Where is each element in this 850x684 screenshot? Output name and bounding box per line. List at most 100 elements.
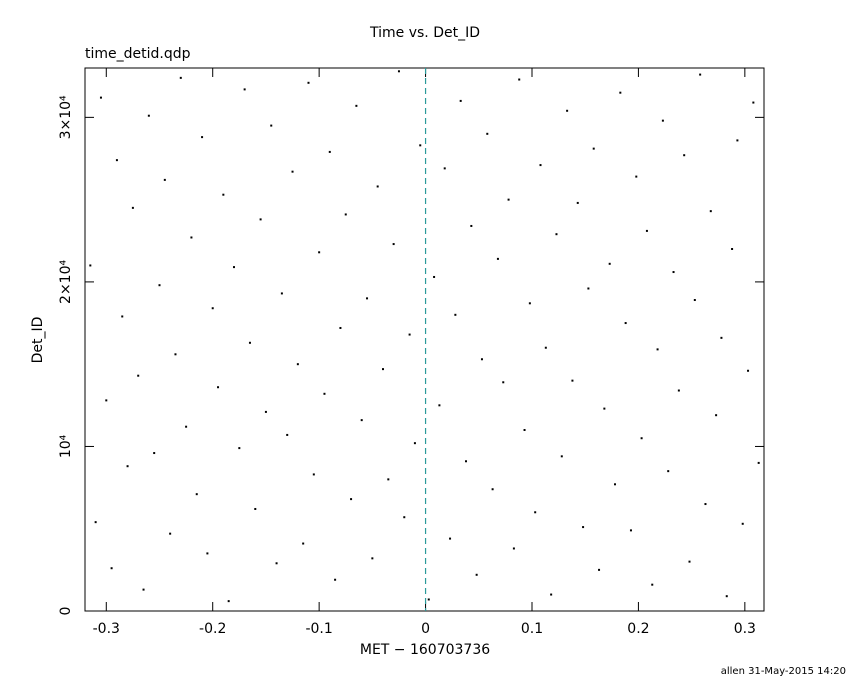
- point: [752, 101, 755, 104]
- point: [121, 315, 124, 318]
- point: [629, 529, 632, 532]
- point: [190, 236, 193, 239]
- plot-frame: [84, 67, 765, 612]
- x-tick-label: 0: [421, 621, 430, 637]
- point: [645, 229, 648, 232]
- point: [179, 76, 182, 79]
- point: [392, 243, 395, 246]
- point: [576, 201, 579, 204]
- point: [334, 578, 337, 581]
- point: [206, 552, 209, 555]
- point: [94, 521, 97, 524]
- point: [603, 407, 606, 410]
- point: [211, 307, 214, 310]
- point: [381, 368, 384, 371]
- point: [465, 460, 468, 463]
- point: [741, 522, 744, 525]
- point: [360, 419, 363, 422]
- point: [339, 326, 342, 329]
- point: [397, 70, 400, 73]
- point: [587, 287, 590, 290]
- point: [254, 507, 257, 510]
- point: [195, 493, 198, 496]
- point: [296, 363, 299, 366]
- point: [571, 379, 574, 382]
- point: [624, 322, 627, 325]
- point: [318, 251, 321, 254]
- point: [222, 193, 225, 196]
- point: [683, 154, 686, 157]
- point: [534, 511, 537, 514]
- point: [539, 164, 542, 167]
- point: [635, 175, 638, 178]
- chart-title: Time vs. Det_ID: [369, 25, 480, 41]
- point: [286, 433, 289, 436]
- point: [459, 99, 462, 102]
- point: [403, 516, 406, 519]
- point: [323, 392, 326, 395]
- point: [163, 178, 166, 181]
- point: [699, 73, 702, 76]
- x-tick-label: 0.1: [521, 621, 543, 637]
- point: [704, 503, 707, 506]
- point: [169, 532, 172, 535]
- point: [486, 132, 489, 135]
- point: [408, 333, 411, 336]
- point: [661, 119, 664, 122]
- footer: allen 31-May-2015 14:20: [721, 666, 846, 677]
- point: [496, 257, 499, 260]
- point: [419, 144, 422, 147]
- point: [126, 465, 129, 468]
- point: [110, 567, 113, 570]
- point: [174, 353, 177, 356]
- point: [115, 159, 118, 162]
- point: [291, 170, 294, 173]
- point: [302, 542, 305, 545]
- point: [350, 498, 353, 501]
- point: [376, 185, 379, 188]
- point: [355, 104, 358, 107]
- point: [427, 598, 430, 601]
- point: [454, 313, 457, 316]
- point: [480, 358, 483, 361]
- point: [608, 262, 611, 265]
- point: [344, 213, 347, 216]
- point: [312, 473, 315, 476]
- point: [598, 568, 601, 571]
- point: [371, 557, 374, 560]
- point: [259, 218, 262, 221]
- point: [147, 114, 150, 117]
- point: [366, 297, 369, 300]
- point: [413, 442, 416, 445]
- point: [528, 302, 531, 305]
- point: [566, 109, 569, 112]
- point: [275, 562, 278, 565]
- point: [656, 348, 659, 351]
- point: [523, 429, 526, 431]
- point: [270, 124, 273, 127]
- point: [747, 369, 750, 372]
- point: [550, 593, 553, 596]
- y-tick-label: 0: [58, 607, 74, 616]
- point: [280, 292, 283, 295]
- point: [238, 447, 241, 450]
- point: [614, 483, 617, 486]
- point: [142, 588, 145, 591]
- point: [672, 271, 675, 274]
- point: [201, 136, 204, 139]
- x-tick-label: -0.2: [199, 621, 226, 637]
- point: [715, 414, 718, 417]
- point: [105, 399, 108, 402]
- point: [264, 410, 267, 413]
- point: [443, 167, 446, 170]
- x-tick-label: -0.3: [93, 621, 120, 637]
- point: [507, 198, 510, 201]
- point: [153, 452, 156, 455]
- point: [89, 264, 92, 267]
- point: [438, 404, 441, 407]
- y-tick-label: 10⁴: [58, 434, 74, 458]
- point: [555, 233, 558, 236]
- point: [227, 600, 230, 603]
- point: [651, 583, 654, 586]
